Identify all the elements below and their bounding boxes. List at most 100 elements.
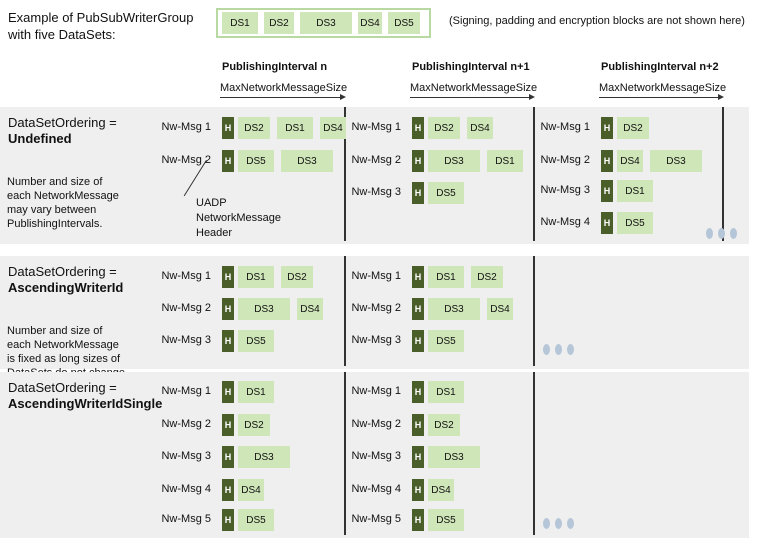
network-message-label: Nw-Msg 1 [351, 270, 401, 282]
ordering-label: DataSetOrdering = [8, 115, 117, 130]
dataset-block-ds4: DS4 [238, 479, 264, 501]
max-size-boundary-line [533, 372, 535, 535]
header-note-line: NetworkMessage [196, 212, 281, 224]
legend-dataset-ds1: DS1 [222, 12, 258, 34]
ordering-description: Number and size of each NetworkMessage is … [7, 324, 147, 380]
more-intervals-dot [555, 518, 562, 529]
dataset-block-ds1: DS1 [617, 180, 653, 202]
message-header-block: H [222, 479, 234, 501]
message-header-block: H [412, 479, 424, 501]
description-line: Number and size of [7, 176, 103, 188]
message-header-block: H [222, 509, 234, 531]
more-intervals-dot [730, 228, 737, 239]
dataset-block-ds3: DS3 [238, 298, 290, 320]
legend-dataset-ds4: DS4 [358, 12, 382, 34]
network-message-label: Nw-Msg 4 [540, 216, 590, 228]
network-message-label: Nw-Msg 1 [161, 385, 211, 397]
network-message-label: Nw-Msg 2 [351, 418, 401, 430]
header-note-line: UADP [196, 197, 227, 209]
ordering-label: DataSetOrdering = [8, 380, 117, 395]
network-message-label: Nw-Msg 4 [161, 483, 211, 495]
dataset-block-ds4: DS4 [428, 479, 454, 501]
description-line: may vary between [7, 204, 97, 216]
dataset-block-ds5: DS5 [238, 509, 274, 531]
dataset-block-ds4: DS4 [617, 150, 643, 172]
more-intervals-dot [555, 344, 562, 355]
message-header-block: H [601, 180, 613, 202]
network-message-label: Nw-Msg 1 [161, 270, 211, 282]
dataset-block-ds3: DS3 [428, 150, 480, 172]
dataset-block-ds2: DS2 [617, 117, 649, 139]
max-size-arrow-head [340, 94, 346, 100]
message-header-block: H [601, 117, 613, 139]
dataset-block-ds2: DS2 [281, 266, 313, 288]
max-size-boundary-line [533, 107, 535, 241]
network-message-label: Nw-Msg 2 [540, 154, 590, 166]
ordering-label: DataSetOrdering = [8, 264, 117, 279]
network-message-label: Nw-Msg 1 [540, 121, 590, 133]
max-size-boundary-line [533, 256, 535, 366]
network-message-label: Nw-Msg 2 [351, 154, 401, 166]
message-header-block: H [601, 150, 613, 172]
dataset-block-ds3: DS3 [650, 150, 702, 172]
description-line: each NetworkMessage [7, 190, 119, 202]
dataset-block-ds1: DS1 [277, 117, 313, 139]
description-line: Number and size of [7, 325, 103, 337]
network-message-label: Nw-Msg 3 [351, 450, 401, 462]
dataset-block-ds5: DS5 [428, 182, 464, 204]
publishing-interval-title: PublishingInterval n+2 [601, 61, 719, 73]
max-size-arrow-line [599, 97, 722, 98]
more-intervals-dot [543, 344, 550, 355]
dataset-block-ds3: DS3 [281, 150, 333, 172]
dataset-legend [216, 8, 431, 38]
legend-dataset-ds3: DS3 [300, 12, 352, 34]
dataset-block-ds1: DS1 [487, 150, 523, 172]
ordering-value: AscendingWriterId [8, 280, 124, 295]
message-header-block: H [412, 182, 424, 204]
ordering-section-band [0, 256, 749, 369]
network-message-label: Nw-Msg 2 [161, 418, 211, 430]
dataset-block-ds4: DS4 [487, 298, 513, 320]
max-size-boundary-line [722, 107, 724, 241]
network-message-label: Nw-Msg 3 [540, 184, 590, 196]
network-message-label: Nw-Msg 2 [161, 154, 211, 166]
network-message-label: Nw-Msg 3 [351, 186, 401, 198]
ordering-value: AscendingWriterIdSingle [8, 396, 163, 411]
message-header-block: H [412, 150, 424, 172]
message-header-block: H [222, 381, 234, 403]
dataset-block-ds3: DS3 [428, 446, 480, 468]
message-header-block: H [412, 381, 424, 403]
dataset-block-ds3: DS3 [238, 446, 290, 468]
message-header-block: H [412, 298, 424, 320]
omitted-blocks-note: (Signing, padding and encryption blocks … [449, 15, 745, 27]
dataset-block-ds5: DS5 [428, 509, 464, 531]
ordering-value: Undefined [8, 131, 72, 146]
ordering-description: Number and size of each NetworkMessage may… [7, 175, 147, 231]
dataset-block-ds5: DS5 [428, 330, 464, 352]
network-message-label: Nw-Msg 1 [351, 121, 401, 133]
max-size-arrow-line [220, 97, 344, 98]
more-intervals-dot [567, 518, 574, 529]
intro-line-2: with five DataSets: [8, 27, 116, 42]
dataset-block-ds1: DS1 [238, 381, 274, 403]
dataset-block-ds2: DS2 [471, 266, 503, 288]
max-size-boundary-line [344, 372, 346, 535]
message-header-block: H [412, 414, 424, 436]
dataset-block-ds5: DS5 [238, 150, 274, 172]
legend-dataset-ds5: DS5 [388, 12, 420, 34]
legend-dataset-ds2: DS2 [264, 12, 294, 34]
dataset-block-ds4: DS4 [297, 298, 323, 320]
message-header-block: H [412, 446, 424, 468]
header-note: UADP NetworkMessage Header [196, 196, 296, 241]
max-size-boundary-line [344, 256, 346, 366]
network-message-label: Nw-Msg 2 [351, 302, 401, 314]
network-message-label: Nw-Msg 1 [161, 121, 211, 133]
dataset-block-ds1: DS1 [238, 266, 274, 288]
message-header-block: H [222, 266, 234, 288]
network-message-label: Nw-Msg 5 [351, 513, 401, 525]
dataset-block-ds5: DS5 [238, 330, 274, 352]
publishing-interval-title: PublishingInterval n+1 [412, 61, 530, 73]
intro-text: Example of PubSubWriterGroup with five D… [8, 9, 218, 43]
dataset-block-ds4: DS4 [320, 117, 346, 139]
network-message-label: Nw-Msg 1 [351, 385, 401, 397]
